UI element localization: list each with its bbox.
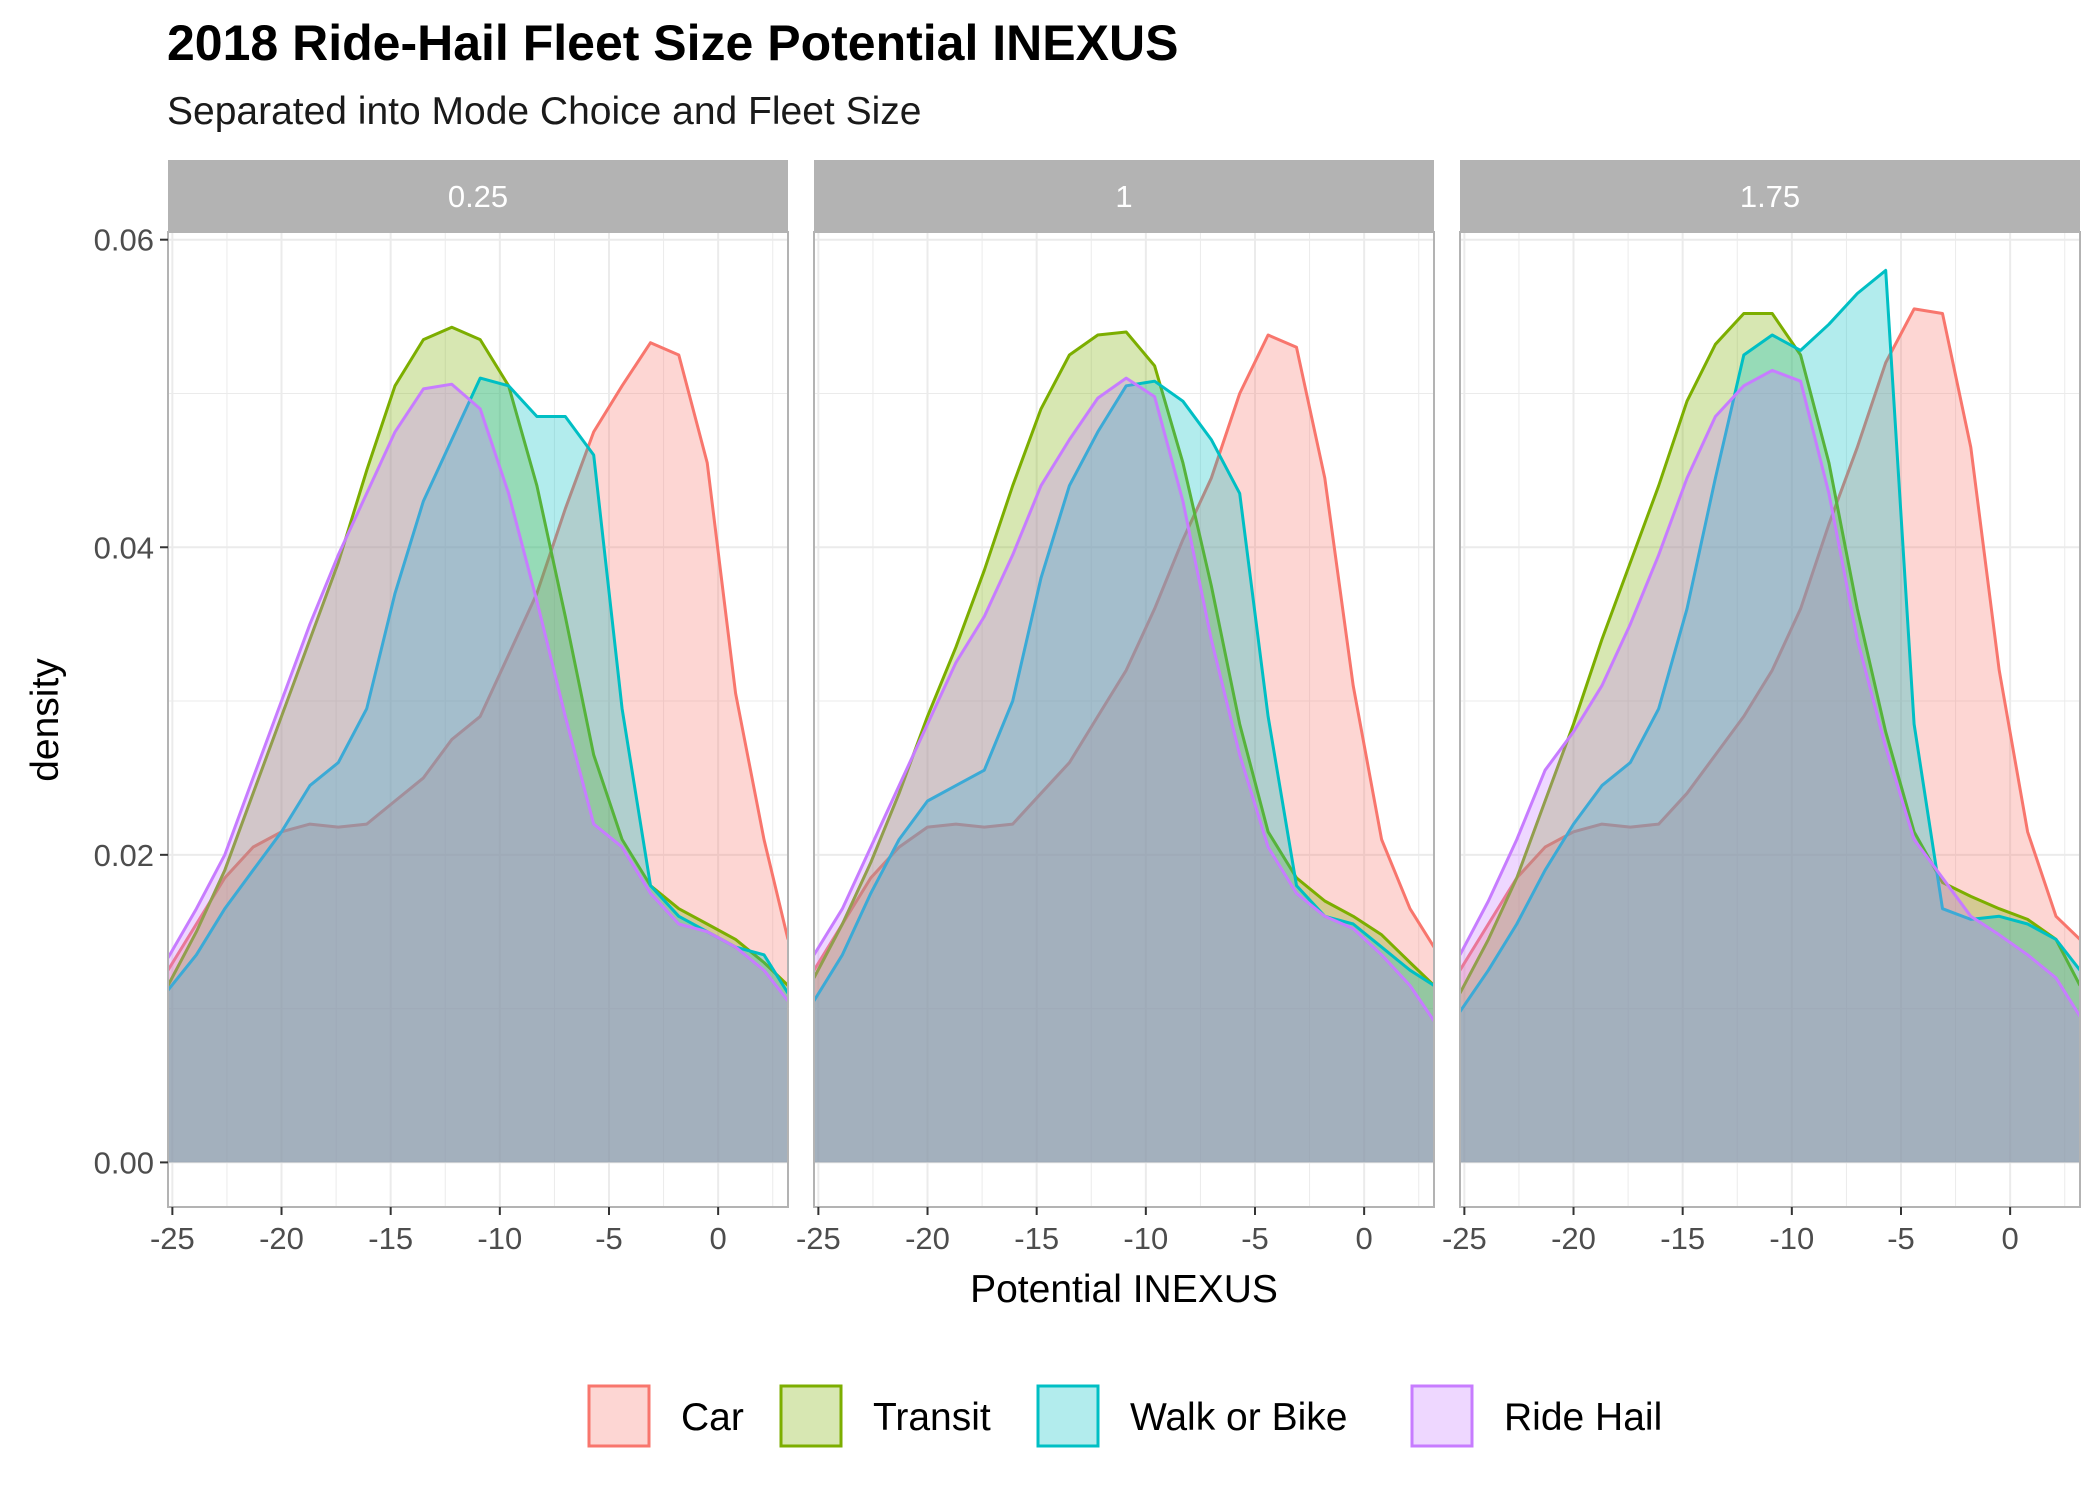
panel-border bbox=[167, 231, 789, 1208]
density-area-car bbox=[1460, 308, 2080, 1163]
x-tick-label: -5 bbox=[1887, 1221, 1915, 1256]
x-tick-label: -15 bbox=[1014, 1221, 1059, 1256]
legend-item-walk-or-bike: Walk or Bike bbox=[1036, 1384, 1347, 1448]
facet-strip bbox=[814, 160, 1434, 232]
density-area-transit bbox=[168, 327, 788, 1163]
density-area-ride-hail bbox=[814, 378, 1434, 1163]
density-area-transit bbox=[1460, 313, 2080, 1163]
legend-key-ride-hail bbox=[1410, 1384, 1474, 1448]
legend-key-walk-or-bike bbox=[1036, 1384, 1100, 1448]
legend-item-car: Car bbox=[587, 1384, 744, 1448]
x-tick-label: 0 bbox=[1356, 1221, 1373, 1256]
facet-panel-0-25: 0.25 -25 -20 -15 -10 -5 0 0.00 0.02 0.04 0.06 bbox=[94, 160, 789, 1256]
x-tick-label: -10 bbox=[477, 1221, 522, 1256]
density-areas bbox=[814, 330, 1434, 1163]
density-area-walk-or-bike bbox=[168, 378, 788, 1163]
x-tick-label: -25 bbox=[796, 1221, 841, 1256]
x-tick-label: -25 bbox=[150, 1221, 195, 1256]
density-line-walk-or-bike bbox=[1460, 268, 2080, 1013]
facet-strip-label: 0.25 bbox=[448, 179, 508, 214]
density-area-ride-hail bbox=[168, 384, 788, 1163]
density-area-walk-or-bike bbox=[814, 381, 1434, 1163]
density-area-walk-or-bike bbox=[1460, 270, 2080, 1163]
x-tick-label: -5 bbox=[595, 1221, 623, 1256]
x-tick-label: 0 bbox=[2002, 1221, 2019, 1256]
legend-label-walk-or-bike: Walk or Bike bbox=[1130, 1396, 1347, 1439]
chart-subtitle: Separated into Mode Choice and Fleet Siz… bbox=[167, 90, 922, 133]
density-area-transit bbox=[814, 332, 1434, 1163]
density-area-car bbox=[168, 342, 788, 1163]
y-tick-label: 0.04 bbox=[94, 530, 154, 565]
legend: Car Transit Walk or Bike Ride Hail bbox=[587, 1384, 1662, 1448]
x-tick-label: -5 bbox=[1241, 1221, 1269, 1256]
density-line-ride-hail bbox=[814, 376, 1434, 1022]
x-tick-label: -20 bbox=[259, 1221, 304, 1256]
legend-key-transit bbox=[779, 1384, 843, 1448]
legend-key-car bbox=[587, 1384, 651, 1448]
density-line-ride-hail bbox=[168, 382, 788, 1002]
y-tick-label: 0.00 bbox=[94, 1145, 154, 1180]
y-axis-title: density bbox=[24, 658, 67, 782]
density-line-transit bbox=[1460, 312, 2080, 994]
legend-item-transit: Transit bbox=[779, 1384, 991, 1448]
y-tick-label: 0.02 bbox=[94, 838, 154, 873]
panel-background bbox=[1460, 232, 2080, 1207]
density-line-transit bbox=[168, 325, 788, 987]
x-axis-title: Potential INEXUS bbox=[970, 1268, 1278, 1311]
density-line-car bbox=[814, 333, 1434, 971]
panel-border bbox=[813, 231, 1435, 1208]
x-tick-label: 0 bbox=[710, 1221, 727, 1256]
x-tick-label: -20 bbox=[1551, 1221, 1596, 1256]
panel-border bbox=[1459, 231, 2081, 1208]
legend-label-transit: Transit bbox=[873, 1396, 991, 1439]
density-area-car bbox=[814, 335, 1434, 1163]
facet-panel-1-75: 1.75 -25 -20 -15 -10 -5 0 bbox=[1442, 160, 2081, 1256]
density-areas bbox=[1460, 268, 2080, 1163]
facet-strip bbox=[1460, 160, 2080, 232]
y-tick-label: 0.06 bbox=[94, 223, 154, 258]
x-tick-label: -20 bbox=[905, 1221, 950, 1256]
legend-label-ride-hail: Ride Hail bbox=[1504, 1396, 1662, 1439]
panel-background bbox=[814, 232, 1434, 1207]
legend-label-car: Car bbox=[681, 1396, 744, 1439]
facet-strip bbox=[168, 160, 788, 232]
density-area-ride-hail bbox=[1460, 370, 2080, 1163]
facet-panel-1: 1 -25 -20 -15 -10 -5 0 bbox=[796, 160, 1435, 1256]
chart-title: 2018 Ride-Hail Fleet Size Potential INEX… bbox=[167, 15, 1179, 71]
legend-item-ride-hail: Ride Hail bbox=[1410, 1384, 1662, 1448]
facet-strip-label: 1.75 bbox=[1740, 179, 1800, 214]
density-line-walk-or-bike bbox=[168, 376, 788, 994]
x-tick-label: -15 bbox=[368, 1221, 413, 1256]
x-tick-label: -15 bbox=[1660, 1221, 1705, 1256]
density-areas bbox=[168, 325, 788, 1163]
density-line-car bbox=[168, 341, 788, 971]
x-tick-label: -25 bbox=[1442, 1221, 1487, 1256]
x-tick-label: -10 bbox=[1769, 1221, 1814, 1256]
density-line-ride-hail bbox=[1460, 368, 2080, 1018]
facet-strip-label: 1 bbox=[1115, 179, 1132, 214]
x-tick-label: -10 bbox=[1123, 1221, 1168, 1256]
